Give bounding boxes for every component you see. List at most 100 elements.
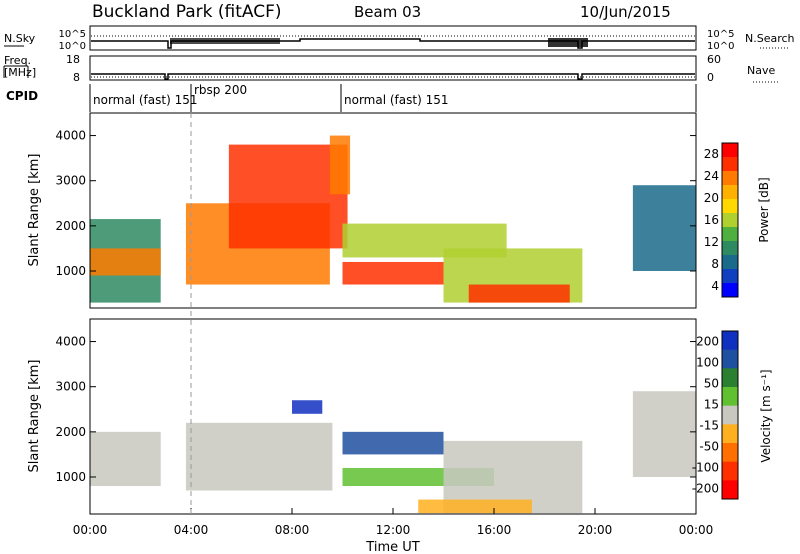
power-colorbar-segment [722,185,738,200]
beam-label: Beam 03 [354,3,421,21]
nsky-tick-top: 10^5 [59,29,86,40]
power-colorbar-label: Power [dB] [757,177,771,242]
power-region-8 [468,284,570,303]
power-colorbar-segment [722,241,738,256]
velocity-colorbar-segment [722,461,738,481]
nsky-frame [89,25,697,51]
power-region-1 [90,248,161,276]
freq-tick-bottom: 8 [73,71,80,84]
velocity-colorbar-tick-label: -50 [699,440,719,454]
power-region-6 [342,261,444,285]
nsky-tick-bottom-right: 10^0 [707,41,734,52]
power-y-tick-label: 1000 [55,264,86,278]
power-colorbar-segment [722,255,738,270]
x-tick-label: 04:00 [174,523,209,537]
velocity-colorbar-segment [722,331,738,351]
velocity-colorbar-segment [722,443,738,463]
power-colorbar-segment [722,143,738,158]
nave-tick-bottom: 0 [707,71,714,84]
velocity-y-axis-label: Slant Range [km] [27,360,42,473]
power-colorbar-segment [722,157,738,172]
power-colorbar-tick-label: 20 [704,191,719,205]
power-colorbar-tick-label: 4 [711,279,719,293]
freq-trace [91,73,695,80]
velocity-colorbar-segment [722,480,738,500]
power-y-tick-label: 2000 [55,219,86,233]
cpid-panel: CPID normal (fast) 151 rbsp 200 normal (… [6,83,697,112]
cpid-segment-1: normal (fast) 151 [93,93,197,107]
velocity-colorbar-tick-label: -100 [692,461,719,475]
velocity-colorbar-tick-label: 100 [696,356,719,370]
power-colorbar-tick-label: 16 [704,213,719,227]
velocity-colorbar-segment [722,349,738,369]
velocity-colorbar-tick-label: -15 [699,419,719,433]
velocity-colorbar-label: Velocity [m s⁻¹] [759,369,773,462]
velocity-region-2 [292,400,323,414]
freq-label-2: [MHz] [4,66,36,79]
velocity-region-6 [418,499,532,514]
velocity-y-tick-label: 4000 [55,335,86,349]
nsky-tick-bottom: 10^0 [59,41,86,52]
power-colorbar-segment [722,199,738,214]
power-colorbar: 28 24 20 16 12 8 4 [704,142,739,298]
velocity-y-axis: 1000 2000 3000 4000 [55,335,696,484]
velocity-colorbar-segment [722,368,738,388]
velocity-colorbar-tick-label: 15 [704,398,719,412]
power-region-9 [632,185,696,271]
power-colorbar-segment [722,269,738,284]
freq-frame [89,55,697,81]
velocity-colorbar-frame [721,330,739,500]
cpid-segment-3: normal (fast) 151 [344,93,448,107]
power-panel: 1000 2000 3000 4000 Slant Range [km] 28 24 20… [27,112,771,309]
x-tick-label: 00:00 [679,523,714,537]
velocity-colorbar: 200 100 50 15 -15 -50 -100 -200 [692,330,739,500]
date-label: 10/Jun/2015 [580,3,671,21]
power-region-4 [329,135,351,195]
freq-label-1: Freq. [4,54,31,67]
x-tick-label: 08:00 [275,523,310,537]
velocity-region-3 [342,431,444,455]
freq-panel: Freq. [MHz] 18 8 60 0 Nave [3,53,780,84]
power-y-tick-label: 4000 [55,129,86,143]
velocity-colorbar-segment [722,387,738,407]
power-colorbar-tick-label: 24 [704,169,719,183]
cpid-label: CPID [6,89,38,103]
x-tick-label: 20:00 [578,523,613,537]
power-colorbar-tick-label: 28 [704,147,719,161]
velocity-data-regions [90,391,696,514]
power-colorbar-frame [721,142,739,298]
power-plot-frame [89,112,697,309]
nsky-tick-top-right: 10^5 [707,29,734,40]
power-colorbar-segment [722,227,738,242]
nave-label: Nave [747,64,775,77]
x-tick-label: 00:00 [73,523,108,537]
time-x-axis: 00:00 04:00 08:00 12:00 16:00 20:00 00:00 [73,508,714,537]
x-tick-label: 16:00 [477,523,512,537]
velocity-y-tick-label: 2000 [55,425,86,439]
freq-tick-top: 18 [66,53,80,66]
velocity-colorbar-segment [722,405,738,425]
velocity-colorbar-tick-label: -200 [692,482,719,496]
nsky-label: N.Sky [4,32,36,45]
power-colorbar-tick-label: 8 [711,257,719,271]
nsky-trace [91,38,695,49]
power-colorbar-segment [722,171,738,186]
power-y-axis: 1000 2000 3000 4000 [55,129,696,278]
nsky-panel: N.Sky 10^5 10^0 10^5 10^0 N.Search [4,25,795,52]
power-data-regions [90,135,696,303]
power-y-tick-label: 3000 [55,174,86,188]
power-y-axis-label: Slant Range [km] [27,154,42,267]
velocity-y-tick-label: 3000 [55,380,86,394]
velocity-y-tick-label: 1000 [55,470,86,484]
nsearch-label: N.Search [745,32,795,45]
velocity-region-7 [632,391,696,477]
velocity-colorbar-tick-label: 50 [704,377,719,391]
x-tick-label: 12:00 [376,523,411,537]
power-region-3 [228,144,348,249]
velocity-colorbar-tick-label: 200 [696,335,719,349]
velocity-region-1 [185,422,333,491]
power-colorbar-segment [722,283,738,298]
power-colorbar-tick-label: 12 [704,235,719,249]
